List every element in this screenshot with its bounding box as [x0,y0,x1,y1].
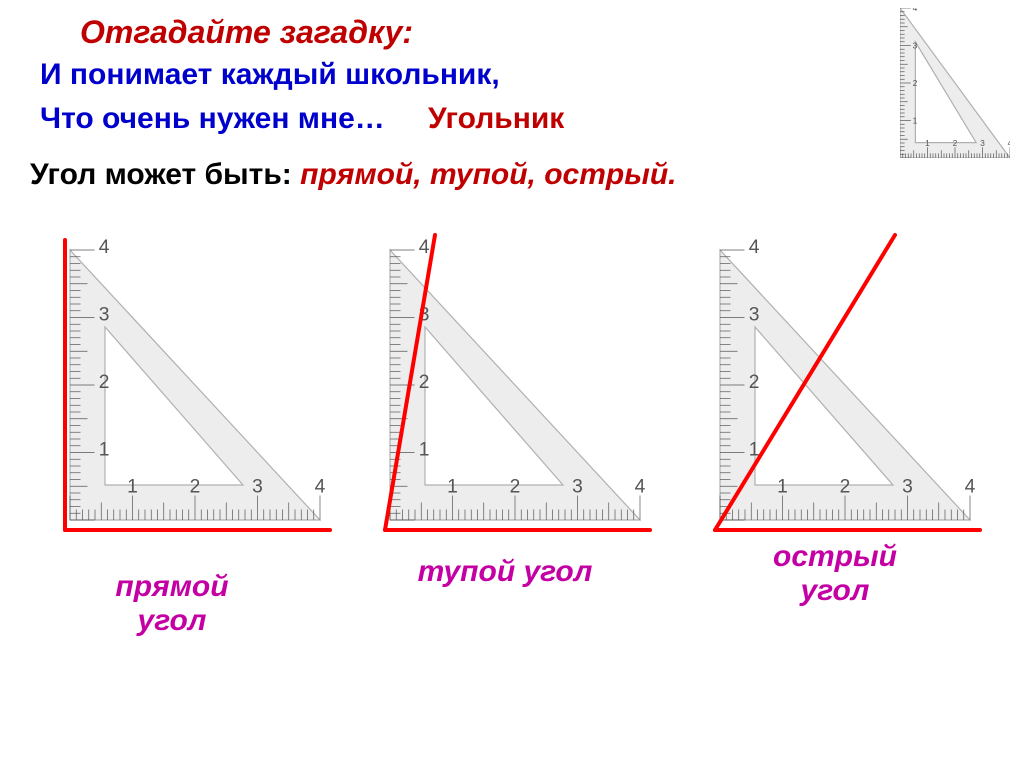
svg-text:4: 4 [635,477,646,498]
label-acute-angle: острый угол [745,540,925,608]
page-title: Отгадайте загадку: [80,14,413,51]
angle-types-line: Угол может быть: прямой, тупой, острый. [30,158,677,192]
svg-text:4: 4 [749,237,760,258]
svg-text:3: 3 [252,477,263,498]
svg-text:1: 1 [777,477,788,498]
svg-text:2: 2 [953,138,958,148]
svg-text:2: 2 [913,78,918,88]
angle-types-list: прямой, тупой, острый. [300,158,676,191]
svg-text:3: 3 [572,477,583,498]
svg-text:4: 4 [99,237,110,258]
svg-text:2: 2 [510,477,521,498]
svg-text:4: 4 [419,237,430,258]
riddle-line-1: И понимает каждый школьник, [40,58,500,92]
svg-text:3: 3 [749,305,760,326]
svg-text:2: 2 [749,372,760,393]
svg-text:1: 1 [99,440,110,461]
svg-text:1: 1 [419,440,430,461]
svg-text:3: 3 [902,477,913,498]
svg-text:3: 3 [980,138,985,148]
riddle-line-2: Что очень нужен мне… [40,102,385,136]
svg-text:4: 4 [315,477,326,498]
label-obtuse-angle: тупой угол [415,555,595,589]
svg-text:1: 1 [925,138,930,148]
svg-text:1: 1 [913,116,918,126]
svg-text:3: 3 [913,41,918,51]
svg-text:2: 2 [190,477,201,498]
diagram-obtuse-angle: 12341234 [350,230,670,570]
angle-types-prefix: Угол может быть: [30,158,300,191]
svg-text:4: 4 [913,8,918,13]
label-right-angle: прямой угол [82,570,262,638]
set-square-small-svg: 1 2 3 4 1 2 3 4 [900,8,1010,158]
svg-text:4: 4 [1008,138,1010,148]
svg-text:4: 4 [965,477,976,498]
diagram-right-angle: 1 2 3 4 1 2 3 4 [30,230,350,570]
svg-text:2: 2 [99,372,110,393]
diagram-acute-angle: 12341234 [680,230,1000,570]
svg-text:1: 1 [447,477,458,498]
riddle-answer: Угольник [428,102,564,136]
svg-text:1: 1 [127,477,138,498]
set-square-icon: 1 2 3 4 1 2 3 4 [900,8,1010,163]
svg-text:2: 2 [419,372,430,393]
svg-text:2: 2 [840,477,851,498]
svg-text:3: 3 [99,305,110,326]
